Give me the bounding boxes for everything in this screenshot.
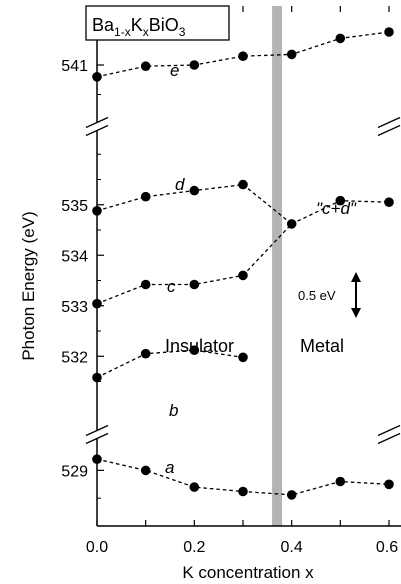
y-tick-label: 533 [61,299,88,316]
data-point-c-plus-d [286,219,297,229]
data-point-a [92,454,102,465]
title-box [85,5,230,41]
x-tick-label: 0.2 [183,539,205,556]
series-connector-c-to-cd [242,223,293,276]
data-point-e [238,51,248,61]
y-axis-break-mark-right [377,424,401,437]
y-tick-label: 541 [61,58,88,75]
data-point-b [92,372,102,383]
series-line-d [96,183,244,212]
series-label-c-plus-d: "c+d" [316,199,357,218]
y-axis-break-mark [85,124,109,137]
series-connector-d-to-cd [242,184,293,225]
data-point-d [238,179,248,190]
series-label-a: a [165,458,174,477]
series-line-b [96,349,244,379]
data-point-e [286,49,297,60]
y-axis-break-mark-right [377,432,401,445]
data-point-e [140,61,151,71]
data-point-d [189,185,200,196]
scale-bar-arrow-up [351,272,361,282]
y-axis-break-mark-right [377,116,401,129]
y-tick-labels: 529 532 533 534 535 541 [61,58,88,480]
series-label-d: d [175,175,185,194]
series-line-c [96,274,244,305]
series-label-c: c [167,277,176,296]
data-point-a [384,479,394,490]
series-layer [92,27,394,500]
series-label-b: b [169,401,178,420]
y-tick-label: 535 [61,198,88,215]
data-point-c-plus-d [384,197,394,207]
data-point-c [92,298,102,309]
data-point-a [189,482,200,492]
energy-scale-bar: 0.5 eV [298,272,361,318]
data-point-b [189,345,200,356]
data-point-c [189,279,200,290]
y-axis-break-mark-right [377,124,401,137]
data-point-c [238,270,248,281]
x-tick-label: 0.4 [281,539,303,556]
y-axis-break-mark [85,116,109,129]
data-point-e [92,72,102,82]
data-point-d [140,191,151,202]
data-point-a [238,486,248,497]
x-tick-labels: 0.0 0.2 0.4 0.6 [86,539,398,556]
title-text: Ba1-xKxBiO3 [92,15,186,39]
chart-title: Ba1-xKxBiO3 [85,5,230,41]
y-axis-label: Photon Energy (eV) [19,211,38,360]
region-label-metal: Metal [300,336,344,356]
data-point-d [92,206,102,216]
data-point-e [384,27,394,37]
y-axis-break-mark [85,432,109,445]
data-point-e [335,33,346,44]
phase-boundary-bar [272,6,283,526]
data-point-e [189,60,200,70]
data-point-c [140,279,151,290]
y-tick-label: 529 [61,463,88,480]
region-label-insulator: Insulator [165,336,234,356]
x-tick-label: 0.6 [376,539,398,556]
scale-bar-label: 0.5 eV [298,288,336,303]
data-point-b [140,348,151,359]
x-tick-label: 0.0 [86,539,108,556]
series-label-e: e [170,61,179,80]
data-point-a [335,476,346,487]
scale-bar-arrow-down [351,308,361,318]
data-point-a [286,490,297,500]
x-axis-label: K concentration x [182,563,314,582]
y-tick-label: 532 [61,349,88,366]
y-axis-break-mark [85,424,109,437]
data-point-c-plus-d [335,195,346,206]
data-point-b [238,352,248,363]
y-tick-label: 534 [61,248,88,265]
data-point-a [140,465,151,476]
